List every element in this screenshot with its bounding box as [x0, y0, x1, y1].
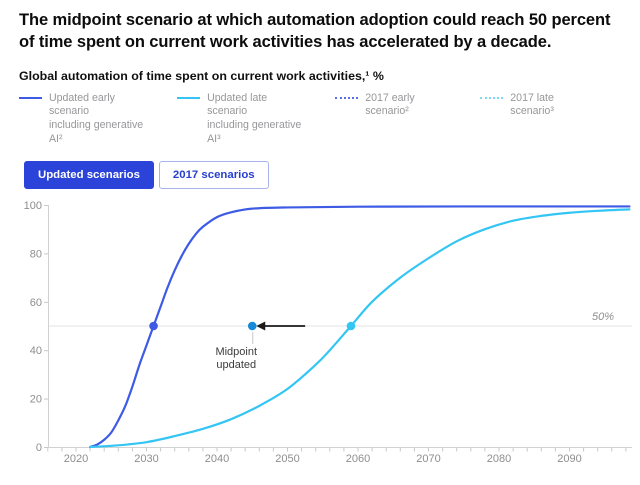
legend-item-updated-late: Updated late scenario including generati…	[177, 92, 308, 147]
legend-item-updated-early: Updated early scenario including generat…	[19, 92, 150, 147]
x-axis-tick-label: 2030	[134, 453, 158, 465]
legend-item-2017-late: 2017 late scenario³	[480, 92, 593, 120]
legend-label-line: including generative AI²	[48, 119, 144, 145]
x-axis-tick-label: 2090	[557, 453, 581, 465]
y-axis-tick-label: 60	[30, 296, 42, 308]
exhibit-header: The midpoint scenario at which automatio…	[0, 0, 640, 147]
x-axis-tick-label: 2060	[346, 453, 370, 465]
x-axis-tick-label: 2050	[275, 453, 299, 465]
midpoint-annotation-label: updated	[216, 359, 256, 371]
x-axis-tick-label: 2020	[64, 453, 88, 465]
y-axis-tick-label: 80	[30, 248, 42, 260]
midpoint-arrowhead-icon	[256, 321, 266, 331]
legend-swatch-dotted-blue-icon	[335, 96, 359, 99]
y-axis-tick-label: 20	[30, 393, 42, 405]
legend-label-line: Updated early scenario	[48, 91, 115, 118]
x-axis-tick-label: 2070	[416, 453, 440, 465]
legend-swatch-solid-blue-icon	[19, 96, 42, 99]
legend-swatch-dotted-cyan-icon	[480, 96, 504, 99]
legend-label-line: Updated late scenario	[207, 91, 268, 118]
updated-midpoint-dot[interactable]	[247, 321, 257, 330]
chart-area: 0 20 40 60 80 100 2020 2030 2040 2050 2060 2070 2080…	[0, 194, 640, 485]
legend-label-line: 2017 early scenario²	[365, 91, 415, 118]
y-axis-tick-label: 0	[36, 442, 42, 454]
tab-updated-scenarios[interactable]: Updated scenarios	[24, 160, 154, 189]
legend-swatch-solid-cyan-icon	[177, 96, 201, 99]
exhibit-title: The midpoint scenario at which automatio…	[19, 11, 611, 51]
legend-label-line: 2017 late scenario³	[510, 91, 554, 118]
legend-item-2017-early: 2017 early scenario²	[335, 92, 453, 120]
scenario-toggle-group: Updated scenarios 2017 scenarios	[24, 160, 640, 189]
tab-2017-scenarios[interactable]: 2017 scenarios	[158, 160, 269, 189]
fifty-percent-label: 50%	[592, 311, 614, 323]
x-axis-tick-label: 2080	[487, 453, 511, 465]
y-axis-tick-label: 100	[24, 200, 42, 212]
y-axis-tick-label: 40	[30, 345, 42, 357]
series-curve-1	[89, 207, 631, 448]
legend-label-line: including generative AI³	[207, 119, 302, 145]
series-midpoint-dot-1[interactable]	[346, 321, 356, 330]
chart-subtitle: Global automation of time spent on curre…	[19, 68, 384, 83]
chart-legend: Updated early scenario including generat…	[19, 92, 620, 147]
x-axis-tick-label: 2040	[205, 453, 229, 465]
series-curve-0	[89, 204, 631, 448]
series-midpoint-dot-0[interactable]	[149, 321, 158, 330]
midpoint-annotation-label: Midpoint	[215, 346, 257, 358]
